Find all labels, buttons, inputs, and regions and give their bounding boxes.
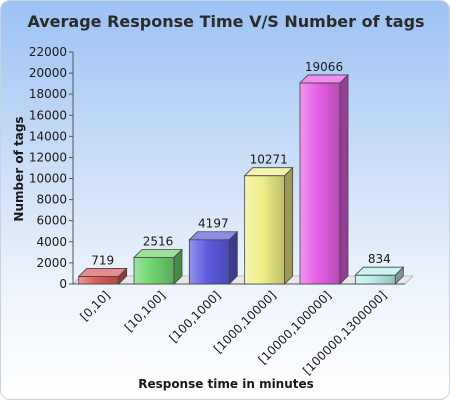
bar-side	[394, 266, 404, 285]
y-tick-label: 2000	[36, 256, 67, 270]
y-ticks: 0 2000 4000 6000 8000 10000 12000 14000 16000 180…	[29, 45, 73, 291]
bar-front	[133, 257, 175, 285]
y-tick-label: 12000	[29, 150, 67, 164]
x-ticks: [0,10] [10,100][100,1000][1000,10000][100…	[77, 288, 389, 377]
bar	[77, 267, 128, 285]
axes	[72, 52, 414, 285]
data-label: 834	[368, 252, 391, 266]
data-label: 4197	[198, 217, 229, 231]
x-axis-label: Response time in minutes	[138, 377, 314, 391]
y-tick-label: 0	[59, 277, 67, 291]
bar	[299, 73, 349, 285]
bar-front	[78, 276, 120, 285]
y-tick-label: 16000	[29, 108, 67, 122]
bars	[77, 73, 405, 285]
data-label: 719	[91, 253, 114, 267]
data-labels: 719 2516 4197 10271 19066 834	[91, 60, 391, 267]
bar	[354, 266, 405, 285]
y-tick-label: 6000	[36, 214, 67, 228]
y-tick-label: 4000	[36, 235, 67, 249]
bar-side	[339, 73, 349, 285]
y-tick-label: 8000	[36, 193, 67, 207]
bar-front	[188, 239, 230, 285]
bar-side	[228, 230, 238, 285]
bar	[188, 230, 239, 285]
x-tick-label: [10,100]	[122, 288, 168, 334]
bar-front	[354, 274, 396, 285]
bar	[133, 248, 183, 285]
bar-side	[173, 248, 183, 285]
x-tick-label: [0,10]	[77, 288, 112, 323]
data-label: 19066	[305, 60, 343, 74]
bar-front	[244, 175, 286, 285]
bar	[243, 166, 294, 285]
bar-front	[299, 82, 341, 285]
bar-side	[284, 166, 294, 285]
y-tick-label: 22000	[29, 45, 67, 59]
chart-title: Average Response Time V/S Number of tags	[27, 12, 424, 31]
y-tick-label: 18000	[29, 87, 67, 101]
data-label: 2516	[143, 234, 174, 248]
bar-side	[118, 267, 128, 285]
y-tick-label: 20000	[29, 66, 67, 80]
y-tick-label: 10000	[29, 172, 67, 186]
y-axis-label: Number of tags	[12, 116, 26, 221]
data-label: 10271	[250, 153, 288, 167]
y-tick-label: 14000	[29, 129, 67, 143]
x-tick-label: [100,1000]	[166, 288, 223, 345]
